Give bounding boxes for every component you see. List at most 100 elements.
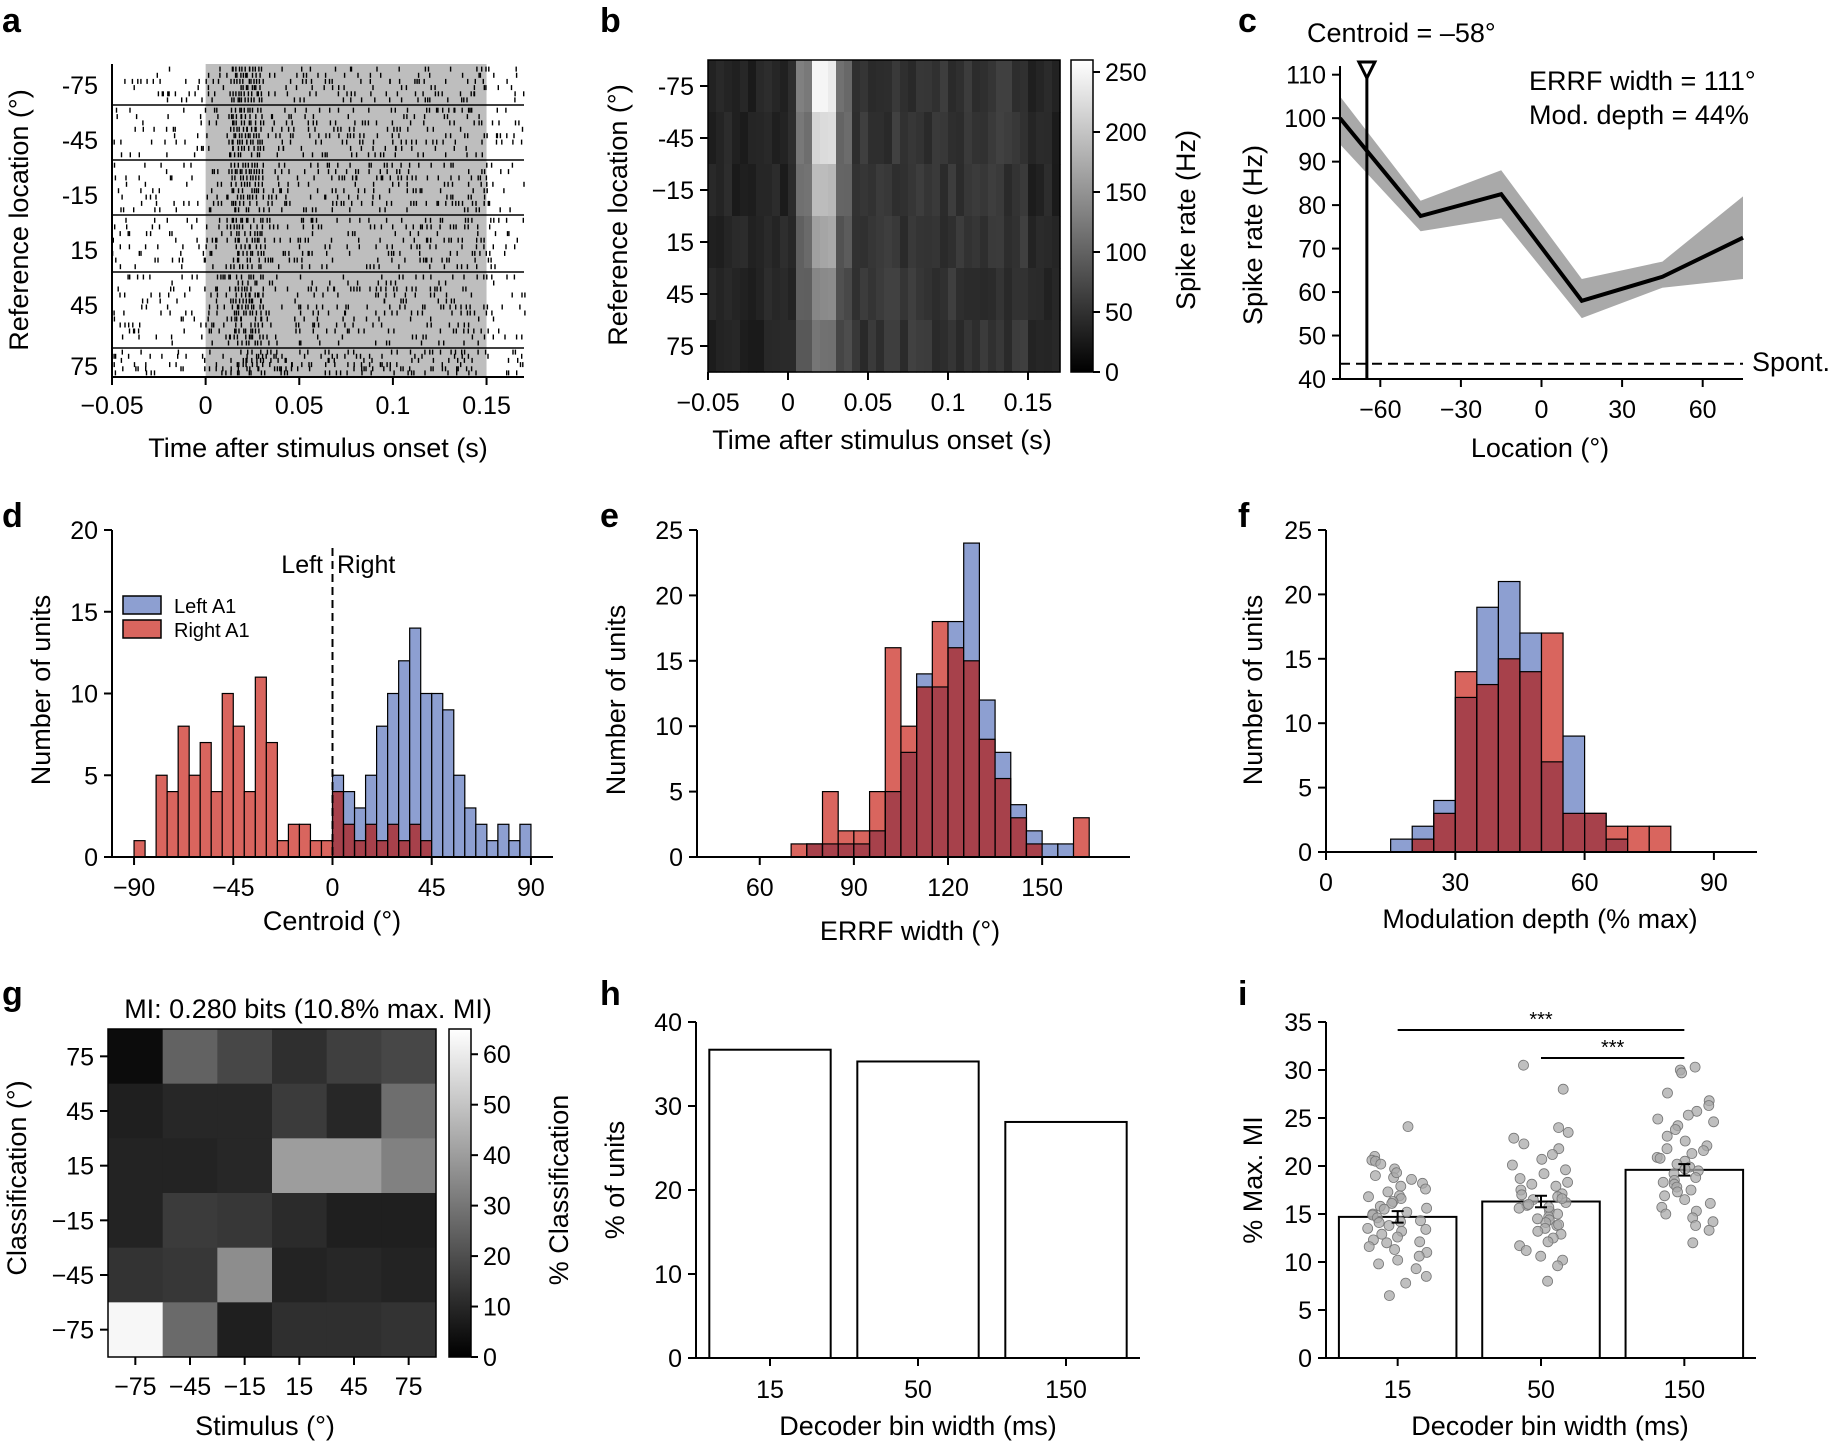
colorbar-label: Spike rate (Hz) <box>1171 130 1201 310</box>
heatmap-cell <box>1020 164 1029 217</box>
heatmap-cell <box>932 320 941 373</box>
heatmap-cell <box>780 268 789 321</box>
heatmap-cell <box>1052 320 1061 373</box>
histogram-bar <box>277 840 289 857</box>
histogram-bar <box>376 726 388 857</box>
heatmap-cell <box>852 216 861 269</box>
data-point <box>1363 1241 1375 1252</box>
heatmap-cell <box>964 60 973 113</box>
heatmap-cell <box>740 164 749 217</box>
y-tick-label: 15 <box>666 229 694 257</box>
matrix-cell <box>272 1029 328 1085</box>
data-point <box>1703 1100 1715 1111</box>
heatmap-cell <box>972 60 981 113</box>
heatmap-cell <box>788 216 797 269</box>
y-tick-label: 20 <box>654 1177 682 1205</box>
legend-label-left-a1: Left A1 <box>174 596 236 618</box>
location-separators <box>112 104 524 349</box>
heatmap-cell <box>940 216 949 269</box>
heatmap-cell <box>708 320 717 373</box>
heatmap-cell <box>708 268 717 321</box>
x-tick-label: 50 <box>904 1376 932 1404</box>
x-tick-label: −45 <box>169 1373 211 1401</box>
heatmap-cell <box>788 320 797 373</box>
heatmap-cell <box>1036 112 1045 165</box>
heatmap-cell <box>1044 112 1053 165</box>
heatmap-cell <box>908 164 917 217</box>
heatmap-cell <box>1044 60 1053 113</box>
y-tick-label: 70 <box>1298 236 1326 264</box>
data-point <box>1391 1167 1402 1179</box>
heatmap-cell <box>884 60 893 113</box>
histogram-bar <box>266 742 278 857</box>
panel-g-confusion-matrix: g MI: 0.280 bits (10.8% max. MI) −75 −45−… <box>2 975 574 1441</box>
panel-e-ylabel: Number of units <box>601 605 631 796</box>
heatmap-cell <box>972 268 981 321</box>
histogram-overlap-bar <box>1584 813 1607 852</box>
heatmap-cell <box>852 60 861 113</box>
heatmap-cell <box>756 268 765 321</box>
histogram-overlap-bar <box>995 778 1011 857</box>
y-tick-label: -45 <box>62 127 98 155</box>
data-point <box>1659 1190 1670 1202</box>
y-tick-label: 45 <box>666 281 694 309</box>
heatmap-cell <box>940 320 949 373</box>
x-tick-label: 60 <box>746 874 774 902</box>
histogram-overlap-bar <box>806 843 823 857</box>
matrix-cell <box>326 1029 382 1085</box>
heatmap-cell <box>916 60 925 113</box>
y-tick-label: 60 <box>1298 279 1326 307</box>
histogram-bar <box>420 693 432 857</box>
panel-h-percent-units: h 15 50 150 0 10 20 30 40 Decoder bin width (ms… <box>600 975 1140 1441</box>
heatmap-cell <box>1028 112 1037 165</box>
heatmap-cell <box>772 216 781 269</box>
heatmap-cell <box>844 60 853 113</box>
left-label: Left <box>281 551 323 579</box>
y-tick-label: 45 <box>66 1098 94 1126</box>
data-point <box>1557 1083 1569 1095</box>
matrix-cell <box>108 1029 164 1085</box>
heatmap-cell <box>836 112 845 165</box>
histogram-bar <box>442 709 454 857</box>
heatmap-cell <box>860 164 869 217</box>
heatmap-cell <box>804 268 813 321</box>
heatmap-cell <box>980 60 989 113</box>
heatmap-cell <box>748 268 757 321</box>
bar <box>1004 1120 1128 1359</box>
histogram-bar <box>791 843 807 857</box>
data-point <box>1661 1143 1673 1155</box>
heatmap-cell <box>748 112 757 165</box>
x-tick-label: −0.05 <box>80 392 143 420</box>
histogram-overlap-bar <box>900 752 917 857</box>
heatmap-cell <box>796 164 805 217</box>
heatmap-cell <box>996 112 1005 165</box>
heatmap-cell <box>924 268 933 321</box>
y-tick-label: 30 <box>1284 1057 1312 1085</box>
heatmap-cell <box>980 268 989 321</box>
histogram-overlap-bar <box>1476 684 1499 852</box>
spont-label: Spont. <box>1752 347 1830 377</box>
heatmap-cell <box>804 164 813 217</box>
heatmap-cell <box>876 216 885 269</box>
data-point <box>1420 1183 1431 1195</box>
data-point <box>1516 1189 1528 1201</box>
heatmap-cell <box>740 320 749 373</box>
centroid-label: Centroid = –58° <box>1307 18 1496 48</box>
y-tick-label: 45 <box>70 292 98 320</box>
data-point <box>1395 1180 1407 1192</box>
heatmap-cell <box>1004 320 1013 373</box>
data-point <box>1560 1164 1571 1176</box>
colorbar-tick-label: 10 <box>483 1294 511 1322</box>
x-tick-label: 15 <box>285 1373 313 1401</box>
heatmap-cell <box>844 320 853 373</box>
heatmap-cell <box>804 60 813 113</box>
heatmap-cell <box>828 320 837 373</box>
panel-b-axes: −0.05 0 0.05 0.1 0.15 -75 -45 −15 15 45 75 <box>652 59 1061 417</box>
data-point <box>1689 1061 1701 1073</box>
heatmap-cell <box>892 320 901 373</box>
data-point <box>1538 1168 1550 1180</box>
heatmap-cell <box>732 164 741 217</box>
heatmap-cell <box>836 216 845 269</box>
heatmap-cell <box>972 216 981 269</box>
heatmap-cell <box>964 164 973 217</box>
